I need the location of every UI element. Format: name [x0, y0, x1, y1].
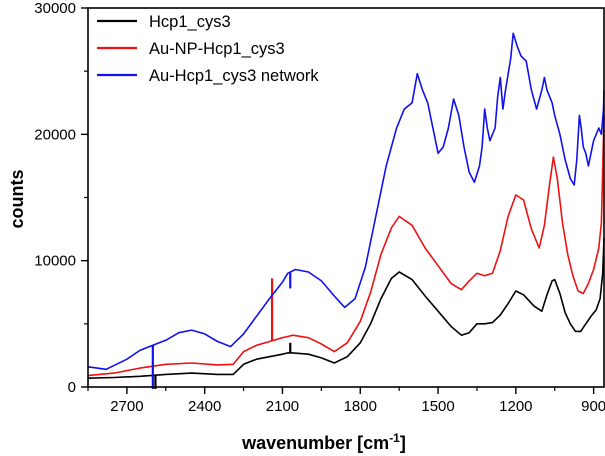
- x-tick-label: 2400: [188, 398, 221, 415]
- legend-label-1: Hcp1_cys3: [149, 13, 231, 31]
- plot-lines: [87, 32, 605, 389]
- y-tick-label: 20000: [34, 126, 76, 143]
- x-tick-label: 2100: [266, 398, 299, 415]
- y-tick-label: 10000: [34, 253, 76, 270]
- x-tick-label: 2700: [110, 398, 143, 415]
- y-tick-label: 30000: [34, 0, 76, 17]
- legend-label-3: Au-Hcp1_cys3 network: [149, 67, 319, 85]
- legend: Hcp1_cys3 Au-NP-Hcp1_cys3 Au-Hcp1_cys3 net…: [97, 13, 319, 85]
- legend-label-2: Au-NP-Hcp1_cys3: [149, 40, 285, 58]
- series-line-2: [87, 115, 605, 377]
- y-tick-label: 0: [68, 379, 76, 396]
- y-axis-title: counts: [7, 169, 27, 228]
- y-axis: 0 10000 20000 30000: [34, 0, 88, 396]
- x-axis: 2700 2400 2100 1800 1500 1200 900: [87, 387, 605, 415]
- x-axis-title: wavenumber [cm-1]: [241, 431, 406, 453]
- x-axis-title-main: wavenumber [cm: [241, 433, 389, 453]
- series-line-1: [87, 237, 605, 379]
- x-tick-label: 1500: [421, 398, 454, 415]
- x-tick-label: 900: [581, 398, 605, 415]
- x-axis-title-sup: -1: [389, 431, 400, 445]
- series-line-3: [87, 32, 605, 371]
- x-tick-label: 1800: [344, 398, 377, 415]
- x-tick-label: 1200: [499, 398, 532, 415]
- x-axis-title-close: ]: [400, 433, 406, 453]
